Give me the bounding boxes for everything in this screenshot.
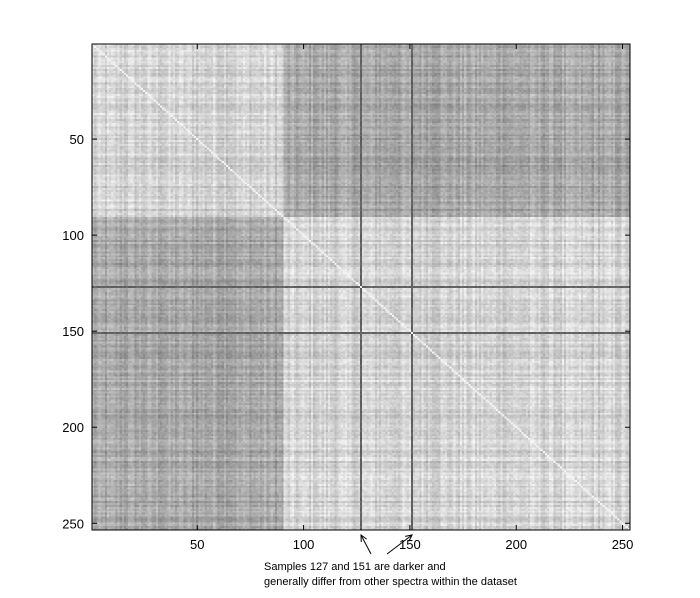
y-tick-label: 200 — [62, 420, 84, 435]
annotation-text: Samples 127 and 151 are darker and gener… — [264, 560, 604, 590]
annotation-line-1: Samples 127 and 151 are darker and — [264, 561, 446, 573]
annotation-arrow — [360, 533, 372, 555]
x-tick-label: 250 — [612, 537, 634, 552]
heatmap-image — [92, 44, 630, 530]
x-tick-label: 200 — [505, 537, 527, 552]
x-tick-label: 100 — [293, 537, 315, 552]
plot-area — [91, 43, 631, 531]
heatmap-matrix — [92, 44, 630, 530]
y-tick-label: 50 — [70, 132, 84, 147]
x-tick-label: 50 — [190, 537, 204, 552]
y-tick-label: 150 — [62, 324, 84, 339]
y-axis: 50 100 150 200 250 — [62, 132, 630, 531]
x-axis: 50 100 150 200 250 — [190, 44, 633, 552]
y-tick-label: 250 — [62, 516, 84, 531]
annotation-arrow — [386, 534, 413, 555]
annotation-line-2: generally differ from other spectra with… — [264, 576, 517, 588]
y-tick-label: 100 — [62, 228, 84, 243]
annotation-arrows — [360, 533, 413, 555]
axes-frame — [91, 43, 631, 531]
